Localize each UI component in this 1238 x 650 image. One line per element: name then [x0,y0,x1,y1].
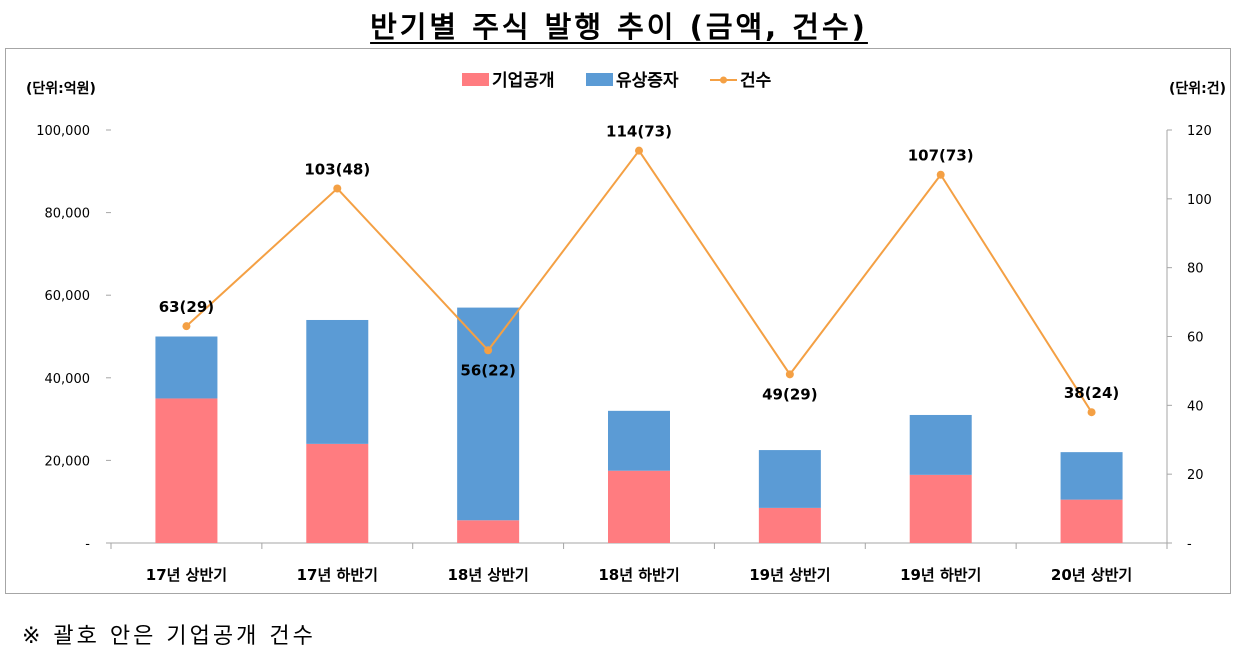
bar-ipo [608,470,670,543]
count-point [936,170,945,179]
count-point [785,370,794,379]
bar-rights-offering [909,414,972,475]
bar-rights-offering [457,307,520,521]
x-tick-label: 20년 상반기 [1051,566,1132,584]
count-point [333,184,342,193]
count-data-label: 56(22) [460,361,515,379]
right-tick-label: 20 [1187,468,1204,483]
bar-rights-offering [155,336,218,399]
left-tick-label: - [85,537,90,552]
bar-rights-offering [1060,452,1123,500]
bar-rights-offering [306,319,369,444]
count-point [1087,408,1096,417]
x-tick-label: 17년 하반기 [297,566,378,584]
count-data-label: 114(73) [606,123,672,141]
axes: - 20,000 40,000 60,000 80,000 100,000 - 20 40 60 8… [26,80,1226,584]
bar-rights-offering [608,410,670,471]
x-tick-label: 18년 하반기 [598,566,679,584]
legend-swatch [462,73,489,86]
right-tick-label: 120 [1187,124,1212,139]
left-unit-label: (단위:억원) [26,80,96,97]
right-tick-label: 80 [1187,262,1204,277]
bar-ipo [909,474,972,543]
bar-ipo [457,520,520,543]
x-tick-label: 18년 상반기 [447,566,528,584]
chart: - 20,000 40,000 60,000 80,000 100,000 - 20 40 60 8… [26,71,1226,584]
bar-ipo [758,507,821,543]
x-tick-label: 19년 하반기 [900,566,981,584]
count-data-label: 107(73) [908,147,974,165]
footnote: ※ 괄호 안은 기업공개 건수 [22,624,316,649]
right-tick-label: 40 [1187,399,1204,414]
x-tick-label: 17년 상반기 [146,566,227,584]
legend-label: 건수 [740,71,772,91]
right-tick-label: 60 [1187,331,1204,346]
count-point [635,146,643,155]
legend: 기업공개 유상증자 건수 [462,71,772,91]
legend-label: 기업공개 [492,71,555,91]
right-tick-label: - [1187,537,1192,552]
bar-ipo [306,443,369,543]
left-tick-label: 60,000 [45,289,91,304]
count-data-label: 63(29) [159,298,214,316]
count-data-label: 38(24) [1064,384,1119,402]
line-series: 63(29) 103(48) 56(22) 114(73) 49(29) 107(73) 3… [159,123,1119,417]
left-tick-label: 40,000 [45,372,91,387]
left-tick-label: 20,000 [45,454,91,469]
bar-ipo [155,398,218,543]
right-tick-label: 100 [1187,193,1212,208]
bar-rights-offering [758,450,821,508]
chart-title: 반기별 주식 발행 추이 (금액, 건수) [370,10,868,44]
bar-ipo [1060,499,1123,543]
count-point [484,346,493,355]
left-tick-label: 80,000 [45,207,91,222]
count-data-label: 103(48) [304,161,370,179]
legend-label: 유상증자 [616,71,679,91]
count-point [182,322,191,331]
bars [155,307,1123,543]
chart-frame [5,48,1231,594]
right-unit-label: (단위:건) [1169,80,1226,97]
left-tick-label: 100,000 [36,124,90,139]
count-data-label: 49(29) [762,385,817,403]
legend-swatch [586,73,613,86]
x-tick-label: 19년 상반기 [749,566,830,584]
legend-marker [720,76,727,84]
